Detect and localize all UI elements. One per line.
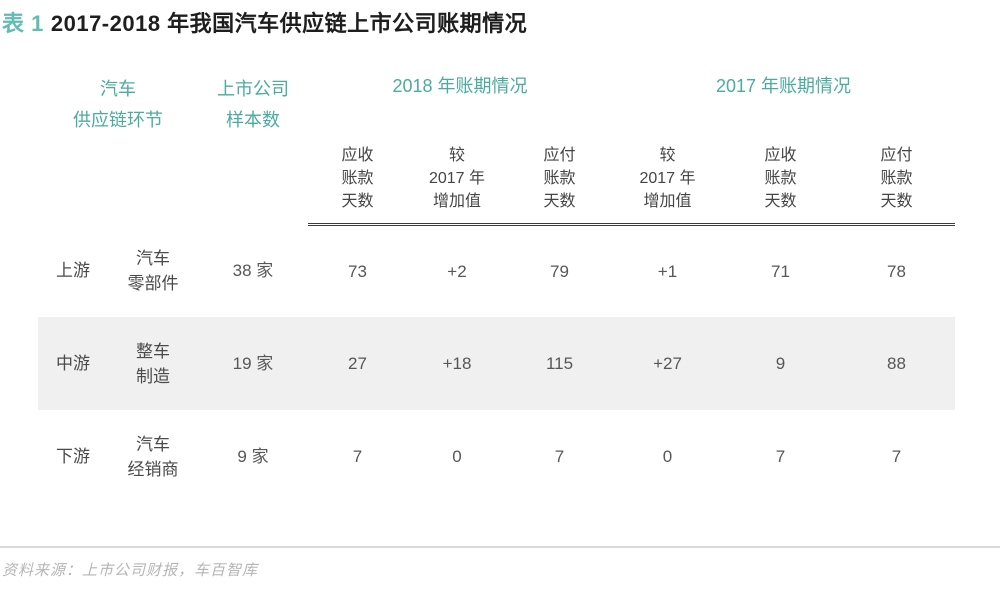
subheader-2017-payable-days: 应付 账款 天数 bbox=[838, 142, 955, 226]
value-cell: 79 bbox=[550, 261, 569, 281]
value-cell: 7 bbox=[554, 447, 565, 466]
value-cell: 7 bbox=[775, 447, 786, 466]
subheader-2017-increase-vs-2017: 较 2017 年 增加值 bbox=[612, 142, 723, 226]
tier-cell: 中游 bbox=[56, 354, 90, 373]
value-cell: 88 bbox=[887, 354, 906, 373]
table-row-midstream: 中游 整车 制造 19 家 27 +18 115 +27 9 88 bbox=[38, 317, 955, 410]
value-cell: 71 bbox=[771, 261, 790, 281]
data-source-note: 资料来源：上市公司财报，车百智库 bbox=[2, 562, 259, 579]
subheader-2018-receivable-days: 应收 账款 天数 bbox=[308, 142, 407, 226]
value-cell: +1 bbox=[657, 261, 678, 281]
subheader-2018-payable-days: 应付 账款 天数 bbox=[507, 142, 612, 226]
value-cell: 0 bbox=[452, 447, 462, 466]
category-cell: 汽车 零部件 bbox=[127, 248, 179, 293]
subheader-2017-receivable-days: 应收 账款 天数 bbox=[723, 142, 838, 226]
value-cell: 7 bbox=[352, 447, 363, 466]
table-row-downstream: 下游 汽车 经销商 9 家 7 0 7 0 7 7 bbox=[38, 410, 955, 503]
tier-cell: 上游 bbox=[56, 261, 90, 280]
payment-terms-table: 汽车 供应链环节 上市公司 样本数 2018 年账期情况 2017 年账期情况 … bbox=[38, 74, 955, 503]
sample-count-cell: 9 家 bbox=[237, 447, 269, 466]
value-cell: +18 bbox=[442, 354, 472, 373]
value-cell: 27 bbox=[348, 354, 367, 373]
sample-count-cell: 19 家 bbox=[232, 354, 274, 373]
value-cell: +2 bbox=[447, 261, 467, 281]
figure-title: 表 1 2017-2018 年我国汽车供应链上市公司账期情况 bbox=[2, 6, 527, 38]
category-cell: 汽车 经销商 bbox=[127, 434, 179, 479]
category-cell: 整车 制造 bbox=[136, 341, 170, 386]
sample-count-cell: 38 家 bbox=[232, 261, 274, 280]
value-cell: +27 bbox=[653, 354, 682, 373]
header-group-2018: 2018 年账期情况 bbox=[392, 76, 528, 96]
header-group-2017: 2017 年账期情况 bbox=[715, 76, 852, 96]
value-cell: 9 bbox=[775, 354, 786, 373]
value-cell: 0 bbox=[662, 447, 673, 466]
table-row-upstream: 上游 汽车 零部件 38 家 73 +2 79 +1 71 78 bbox=[38, 224, 955, 317]
tier-cell: 下游 bbox=[56, 447, 90, 466]
value-cell: 78 bbox=[887, 261, 906, 281]
header-sample-count: 上市公司 样本数 bbox=[217, 79, 289, 130]
table-number-tag: 表 1 bbox=[2, 11, 44, 36]
value-cell: 115 bbox=[545, 354, 574, 373]
figure-title-text: 2017-2018 年我国汽车供应链上市公司账期情况 bbox=[50, 11, 528, 36]
subheader-2018-increase-vs-2017: 较 2017 年 增加值 bbox=[407, 142, 507, 226]
header-supply-chain-segment: 汽车 供应链环节 bbox=[73, 79, 163, 130]
footer-divider bbox=[0, 546, 1000, 548]
value-cell: 73 bbox=[348, 261, 367, 281]
value-cell: 7 bbox=[891, 447, 902, 466]
